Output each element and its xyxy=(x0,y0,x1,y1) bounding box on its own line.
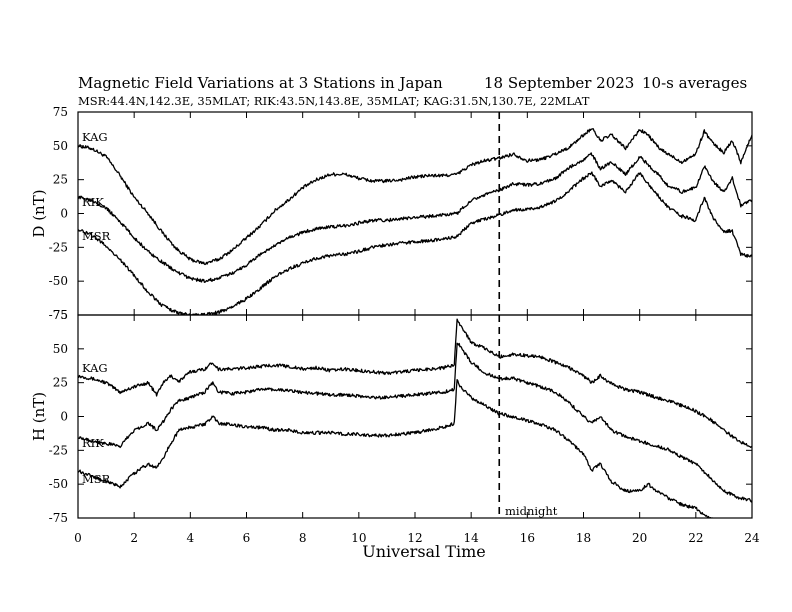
series-line-rik xyxy=(78,342,752,503)
x-tick-label: 16 xyxy=(520,531,535,545)
series-line-msr xyxy=(78,379,714,518)
y-tick-label: 75 xyxy=(53,105,68,119)
y-tick-label: 25 xyxy=(53,173,68,187)
y-tick-label: 50 xyxy=(53,139,68,153)
series-line-msr xyxy=(78,171,752,315)
series-label-rik: RIK xyxy=(82,195,104,209)
series-line-kag xyxy=(78,128,752,266)
series-label-kag: KAG xyxy=(82,130,108,144)
y-axis-label: D (nT) xyxy=(30,189,48,237)
chart-averaging: 10-s averages xyxy=(642,74,747,92)
x-tick-label: 6 xyxy=(243,531,251,545)
x-tick-label: 20 xyxy=(632,531,647,545)
series-label-rik: RIK xyxy=(82,436,104,450)
y-tick-label: 50 xyxy=(53,342,68,356)
panel-frame xyxy=(77,111,753,316)
series-label-msr: MSR xyxy=(82,472,111,486)
y-tick-label: 75 xyxy=(53,308,68,322)
x-tick-label: 8 xyxy=(299,531,307,545)
x-tick-label: 24 xyxy=(744,531,760,545)
y-tick-label: -50 xyxy=(49,477,68,491)
y-tick-label: -50 xyxy=(49,274,68,288)
x-tick-label: 0 xyxy=(74,531,82,545)
x-axis-label: Universal Time xyxy=(362,542,485,561)
x-tick-label: 18 xyxy=(576,531,591,545)
x-tick-label: 22 xyxy=(688,531,703,545)
panel-d: 75 50 25 0 -25 -50 -75 D (nT) KAG RIK MSR xyxy=(30,105,753,322)
stations-info: MSR:44.4N,142.3E, 35MLAT; RIK:43.5N,143.… xyxy=(78,94,590,108)
y-tick-label: -75 xyxy=(49,308,68,322)
y-tick-label: -25 xyxy=(49,443,68,457)
chart-date: 18 September 2023 xyxy=(484,74,634,92)
y-tick-label: 25 xyxy=(53,376,68,390)
x-tick-label: 12 xyxy=(407,531,422,545)
series-label-msr: MSR xyxy=(82,229,111,243)
y-tick-label: -75 xyxy=(49,511,68,525)
series-line-rik xyxy=(78,152,752,283)
series-line-kag xyxy=(78,318,752,448)
midnight-label: midnight xyxy=(505,504,558,518)
y-axis-label: H (nT) xyxy=(30,392,48,441)
series-label-kag: KAG xyxy=(82,361,108,375)
chart-title: Magnetic Field Variations at 3 Stations … xyxy=(78,74,443,92)
x-tick-label: 2 xyxy=(130,531,138,545)
y-tick-label: 0 xyxy=(60,207,68,221)
x-tick-label: 10 xyxy=(351,531,366,545)
y-tick-label: -25 xyxy=(49,240,68,254)
x-tick-label: 4 xyxy=(187,531,195,545)
x-tick-label: 14 xyxy=(464,531,480,545)
y-tick-label: 0 xyxy=(60,410,68,424)
